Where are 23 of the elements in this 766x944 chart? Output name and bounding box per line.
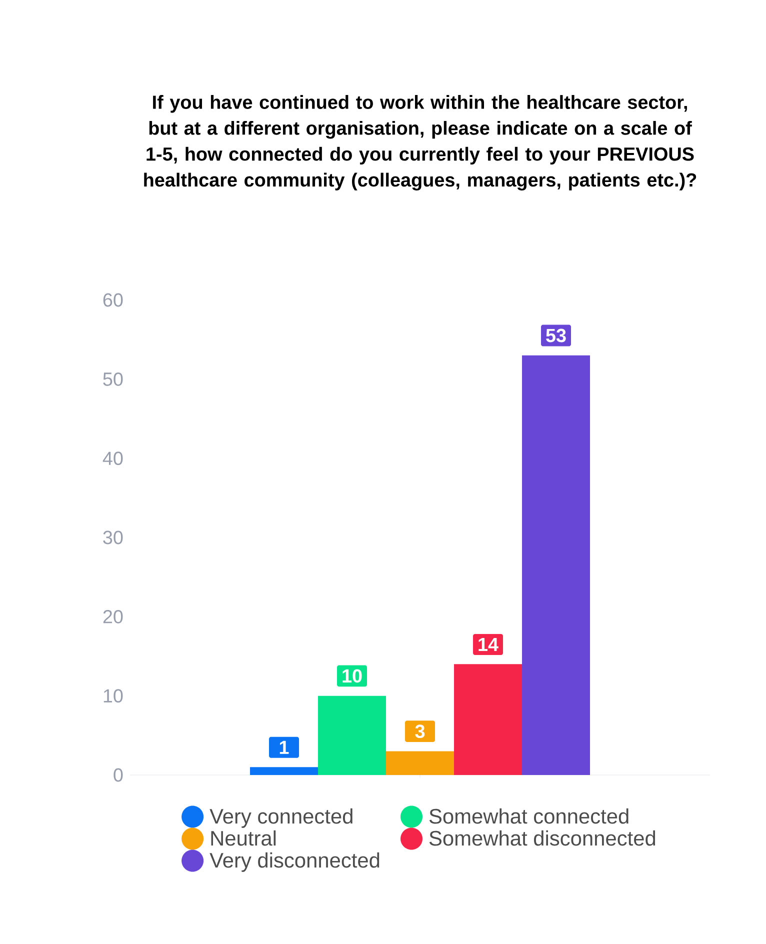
data-label: 53 bbox=[546, 328, 566, 342]
legend-label: Very disconnected bbox=[210, 852, 380, 872]
data-label: 1 bbox=[280, 740, 289, 754]
y-tick-label: 10 bbox=[104, 689, 123, 703]
y-tick-label: 40 bbox=[102, 452, 123, 466]
bar bbox=[250, 767, 318, 775]
data-label: 14 bbox=[478, 638, 498, 651]
bar bbox=[386, 751, 454, 775]
y-tick-label: 60 bbox=[103, 293, 123, 307]
y-tick-label: 50 bbox=[103, 372, 123, 386]
data-label: 3 bbox=[415, 724, 425, 738]
bar bbox=[522, 355, 590, 775]
bar bbox=[318, 696, 386, 775]
legend-label: Somewhat connected bbox=[429, 808, 628, 824]
legend-label: Very connected bbox=[210, 808, 352, 828]
y-tick-label: 30 bbox=[103, 530, 123, 544]
chart-title: If you have continued to work within the healthcare sector, but at a different organisation, please indicate on a scale of 1-5, how connected do you currently feel to your PREVIOUS healthcare community (colleagues, managers, patients etc.)? bbox=[144, 95, 696, 190]
data-label: 10 bbox=[342, 669, 362, 683]
bar bbox=[454, 664, 522, 775]
legend-label: Somewhat disconnected bbox=[429, 830, 656, 846]
legend-label: Neutral bbox=[211, 830, 276, 846]
y-tick-label: 20 bbox=[103, 610, 123, 624]
y-tick-label: 0 bbox=[114, 768, 123, 782]
